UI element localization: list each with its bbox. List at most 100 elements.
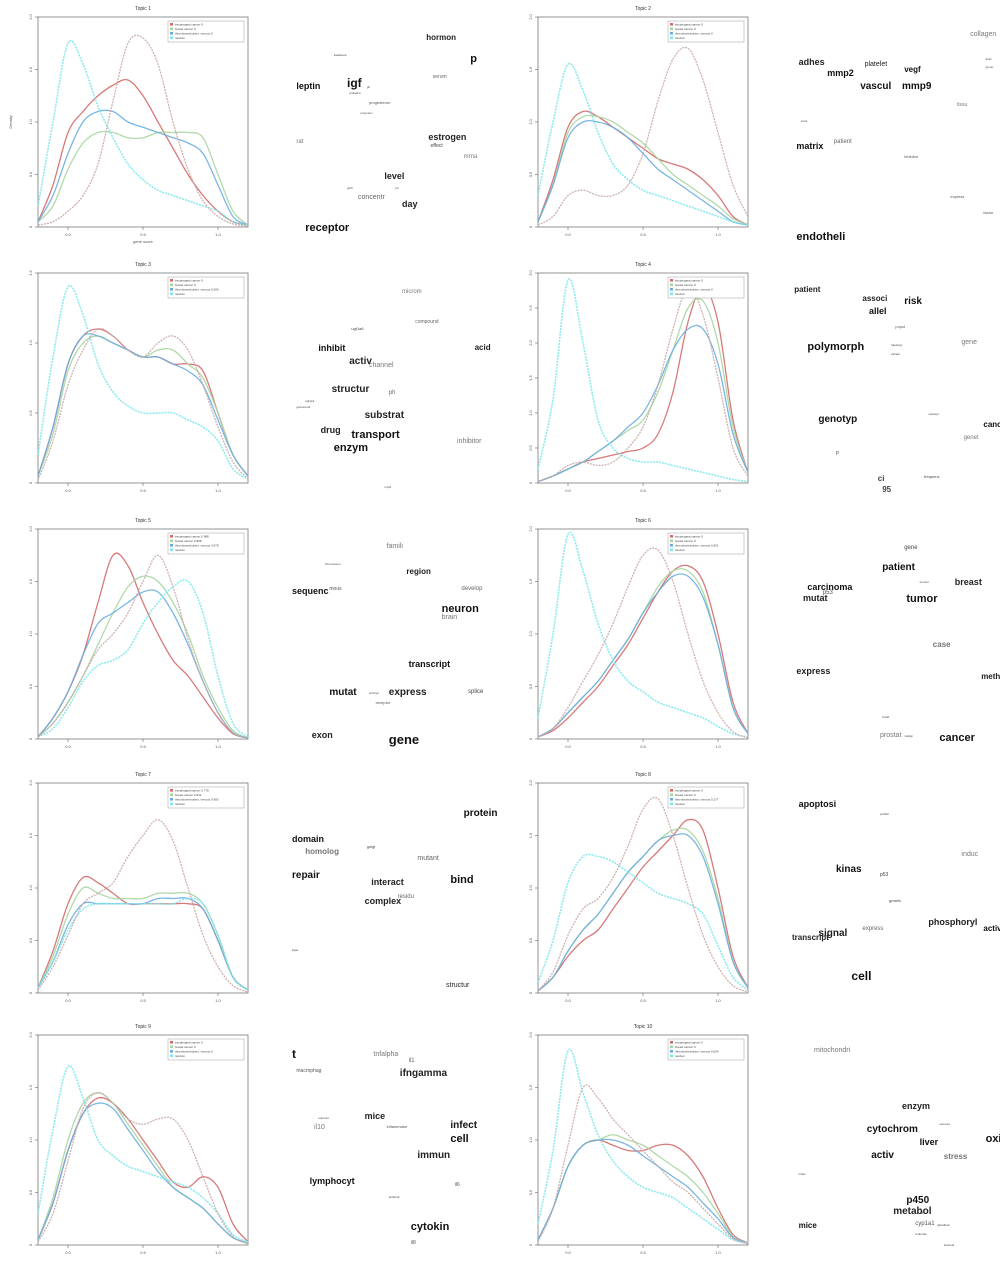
word-cloud-term: express	[796, 665, 831, 676]
word-cloud-term: variant	[891, 351, 901, 356]
legend-swatch	[670, 789, 673, 792]
y-tick-label: 1.0	[28, 339, 33, 345]
legend-swatch	[170, 23, 173, 26]
y-tick-label: 0	[528, 481, 533, 484]
legend-label: esophageal cancer 0	[675, 279, 703, 283]
word-cloud-term: cell	[450, 1132, 469, 1145]
word-cloud-term: level	[384, 170, 405, 181]
y-tick-label: 0	[528, 225, 533, 228]
legend-label: random	[675, 548, 686, 552]
word-cloud-term: patient	[794, 284, 821, 294]
legend-label: esophageal cancer 0	[675, 535, 703, 539]
legend-box	[667, 532, 745, 555]
word-cloud-term: enzym	[902, 1100, 931, 1111]
legend-box	[167, 1038, 245, 1061]
chart-title: Topic 4	[635, 262, 651, 268]
x-tick-label: 1.0	[215, 998, 221, 1003]
word-cloud-term: gnrh	[347, 185, 354, 190]
y-tick-label: 1.5	[28, 832, 33, 838]
plot-frame	[537, 16, 749, 228]
word-cloud-term: haplotyp	[891, 342, 903, 347]
y-tick-label: 2.0	[528, 339, 533, 345]
y-tick-label: 0	[28, 737, 33, 740]
legend-box	[167, 786, 245, 809]
topic-8-word-cloud: apoptosi prolifer induc kinas p53 growth phosp…	[792, 776, 1000, 1021]
word-cloud-term: drug	[320, 424, 341, 435]
legend-label: breast cancer 0	[675, 27, 696, 31]
series-line-red	[537, 564, 749, 738]
y-tick-label: 0.5	[28, 1189, 33, 1195]
y-tick-label: 0	[528, 1243, 533, 1246]
legend-label: thromboembolism, venous 0	[675, 32, 713, 36]
word-cloud-term: breast	[954, 577, 982, 588]
chart-title: Topic 1	[135, 6, 151, 12]
y-tick-label: 0.5	[28, 171, 33, 177]
y-tick-label: 0.5	[528, 444, 533, 450]
x-tick-label: 0.0	[65, 232, 71, 237]
legend-label: random	[175, 292, 186, 296]
word-cloud-term: sequenc	[292, 586, 329, 597]
y-tick-label: 1.5	[28, 1084, 33, 1090]
legend-swatch	[670, 1054, 673, 1058]
word-cloud-term: il8	[410, 1240, 416, 1247]
word-cloud-term: mutat	[803, 592, 828, 603]
word-cloud-term: mmp9	[902, 80, 932, 92]
x-tick-label: 0.5	[640, 488, 646, 493]
word-cloud-term: concentr	[358, 194, 385, 202]
word-cloud-term: express	[388, 687, 427, 699]
series-line-red	[537, 110, 749, 226]
series-line-cyan	[37, 579, 249, 738]
word-cloud-term: p	[836, 450, 839, 457]
word-cloud-term: liver	[919, 1137, 939, 1148]
legend-swatch	[170, 793, 173, 797]
word-cloud-term: activ	[985, 56, 992, 61]
word-cloud-term: tumor	[906, 592, 938, 605]
word-cloud-term: patient	[833, 138, 852, 145]
word-cloud-term: endotheli	[796, 231, 846, 243]
series-line-grey	[537, 46, 749, 226]
legend-label: breast cancer 0	[675, 539, 696, 543]
word-cloud-term: macrophag	[296, 1068, 322, 1075]
topic-9-word-cloud: t tnfalpha il1 macrophag ifngamma mice express…	[292, 1028, 522, 1273]
word-cloud-term: chromosom	[325, 562, 341, 567]
word-cloud-term: protein	[463, 807, 498, 819]
legend-swatch	[670, 798, 673, 801]
word-cloud-term: homolog	[305, 846, 339, 856]
series-line-cyan	[37, 40, 249, 226]
plot-frame	[537, 782, 749, 994]
chart-title: Topic 6	[635, 518, 651, 524]
word-cloud-term: neuron	[441, 603, 479, 616]
legend-swatch	[670, 1045, 673, 1049]
word-cloud-term: mutat	[329, 687, 357, 699]
series-line-grey	[37, 327, 249, 481]
word-cloud-term: immun	[417, 1150, 451, 1162]
legend-box	[667, 20, 745, 43]
word-cloud-term: stress	[943, 1152, 968, 1162]
word-cloud-term: pregnanc	[360, 110, 373, 115]
topic-4-density-chart: Topic 4 0.0 0.5 1.0 0 0.5 1.0 1.5 2.0 2.5 3.0 esoph…	[528, 262, 749, 493]
series-line-red	[537, 286, 749, 483]
y-tick-label: 1.0	[28, 884, 33, 890]
chart-title: Topic 5	[135, 518, 151, 524]
word-cloud-term: apoptosi	[798, 799, 837, 810]
y-tick-label: 2.0	[28, 779, 33, 785]
series-line-cyan	[37, 1065, 249, 1243]
legend-swatch	[170, 32, 173, 35]
series-line-green	[37, 1092, 249, 1244]
legend-swatch	[670, 1041, 673, 1044]
word-cloud-term: splice	[468, 689, 484, 696]
legend-label: esophageal cancer 0	[175, 23, 203, 27]
legend-swatch	[670, 544, 673, 547]
x-tick-label: 1.0	[715, 998, 721, 1003]
series-line-cyan	[537, 1048, 749, 1244]
series-line-blue	[37, 109, 249, 226]
word-cloud-term: signal	[818, 928, 848, 940]
y-tick-label: 0	[28, 1243, 33, 1246]
series-line-cyan	[537, 531, 749, 738]
y-tick-label: 1.0	[528, 884, 533, 890]
legend-label: esophageal cancer 0	[175, 279, 203, 283]
legend-swatch	[670, 23, 673, 26]
x-tick-label: 0.5	[140, 1250, 146, 1255]
series-line-blue	[537, 119, 749, 226]
word-cloud-term: prostat	[880, 732, 902, 740]
